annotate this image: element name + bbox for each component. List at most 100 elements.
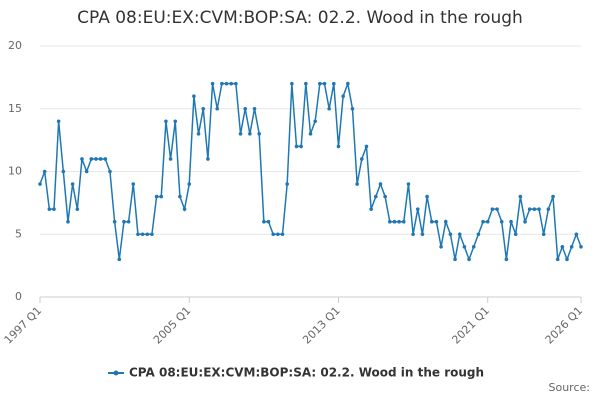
y-tick-label: 10 xyxy=(8,165,22,178)
data-point xyxy=(168,157,173,161)
data-point xyxy=(490,207,495,211)
data-point xyxy=(425,194,429,199)
data-point xyxy=(122,219,126,224)
data-point xyxy=(89,157,94,161)
data-point xyxy=(415,207,420,211)
data-point xyxy=(276,232,280,237)
data-point xyxy=(61,169,66,174)
data-point xyxy=(555,257,560,262)
data-point xyxy=(457,232,462,237)
x-tick-label: 1997 Q1 xyxy=(2,304,45,347)
data-point xyxy=(294,144,299,149)
data-point xyxy=(467,257,471,262)
data-point xyxy=(243,106,248,111)
data-point xyxy=(290,81,294,86)
x-tick-label: 2026 Q1 xyxy=(543,304,586,347)
data-point xyxy=(476,232,481,237)
data-point xyxy=(159,194,164,199)
data-point xyxy=(504,257,509,262)
data-point xyxy=(224,81,229,86)
data-point xyxy=(346,81,350,86)
data-point xyxy=(360,157,364,161)
x-tick-label: 2005 Q1 xyxy=(151,304,194,347)
data-point xyxy=(373,194,378,199)
data-point xyxy=(481,219,485,224)
data-point xyxy=(280,232,285,237)
data-point xyxy=(495,207,499,211)
data-point xyxy=(84,169,89,174)
data-point xyxy=(56,119,61,124)
data-point xyxy=(532,207,537,211)
data-point xyxy=(551,194,555,199)
data-point xyxy=(75,207,80,211)
data-point xyxy=(108,169,112,174)
data-point xyxy=(136,232,140,237)
data-point xyxy=(332,81,336,86)
data-point xyxy=(257,132,261,136)
data-point xyxy=(262,219,266,224)
data-point xyxy=(378,182,383,186)
x-tick-label: 2021 Q1 xyxy=(449,304,492,347)
data-point xyxy=(485,219,490,224)
data-point xyxy=(513,232,518,237)
data-point xyxy=(285,182,289,186)
data-point xyxy=(429,219,434,224)
data-point xyxy=(117,257,122,262)
data-point xyxy=(248,132,252,136)
data-point xyxy=(238,132,243,136)
data-point xyxy=(299,144,303,149)
data-point xyxy=(322,81,327,86)
data-point xyxy=(387,219,392,224)
data-point xyxy=(234,81,238,86)
data-point xyxy=(126,219,131,224)
data-point xyxy=(439,245,443,249)
data-point xyxy=(406,182,411,186)
data-point xyxy=(397,219,401,224)
source: Source: xyxy=(549,381,591,394)
data-point xyxy=(140,232,145,237)
chart-title: CPA 08:EU:EX:CVM:BOP:SA: 02.2. Wood in t… xyxy=(77,8,523,28)
y-tick-label: 20 xyxy=(8,39,22,52)
data-point xyxy=(145,232,150,237)
data-point xyxy=(98,157,103,161)
data-point xyxy=(574,232,579,237)
data-point xyxy=(392,219,397,224)
y-tick-label: 15 xyxy=(8,102,22,115)
data-point xyxy=(350,106,355,111)
data-point xyxy=(462,245,467,249)
data-point xyxy=(341,94,345,98)
data-point xyxy=(523,219,527,224)
data-point xyxy=(420,232,425,237)
data-point xyxy=(66,219,70,224)
data-point xyxy=(318,81,322,86)
data-point xyxy=(154,194,159,199)
data-point xyxy=(518,194,523,199)
data-point xyxy=(252,106,257,111)
data-point xyxy=(206,157,210,161)
data-point xyxy=(448,232,453,237)
data-point xyxy=(80,157,84,161)
data-point xyxy=(131,182,136,186)
data-point xyxy=(569,245,574,249)
data-point xyxy=(210,81,215,86)
data-point xyxy=(364,144,369,149)
data-point xyxy=(182,207,187,211)
data-point xyxy=(579,245,583,249)
data-point xyxy=(541,232,546,237)
data-point xyxy=(565,257,569,262)
data-point xyxy=(383,194,387,199)
data-point xyxy=(537,207,541,211)
data-point xyxy=(336,144,341,149)
data-point xyxy=(546,207,551,211)
x-tick-label: 2013 Q1 xyxy=(300,304,343,347)
data-point xyxy=(150,232,154,237)
data-point xyxy=(313,119,317,124)
data-point xyxy=(434,219,439,224)
data-point xyxy=(304,81,308,86)
data-point xyxy=(308,132,313,136)
data-point xyxy=(70,182,75,186)
data-point xyxy=(215,106,220,111)
data-point xyxy=(471,245,476,249)
data-point xyxy=(112,219,117,224)
